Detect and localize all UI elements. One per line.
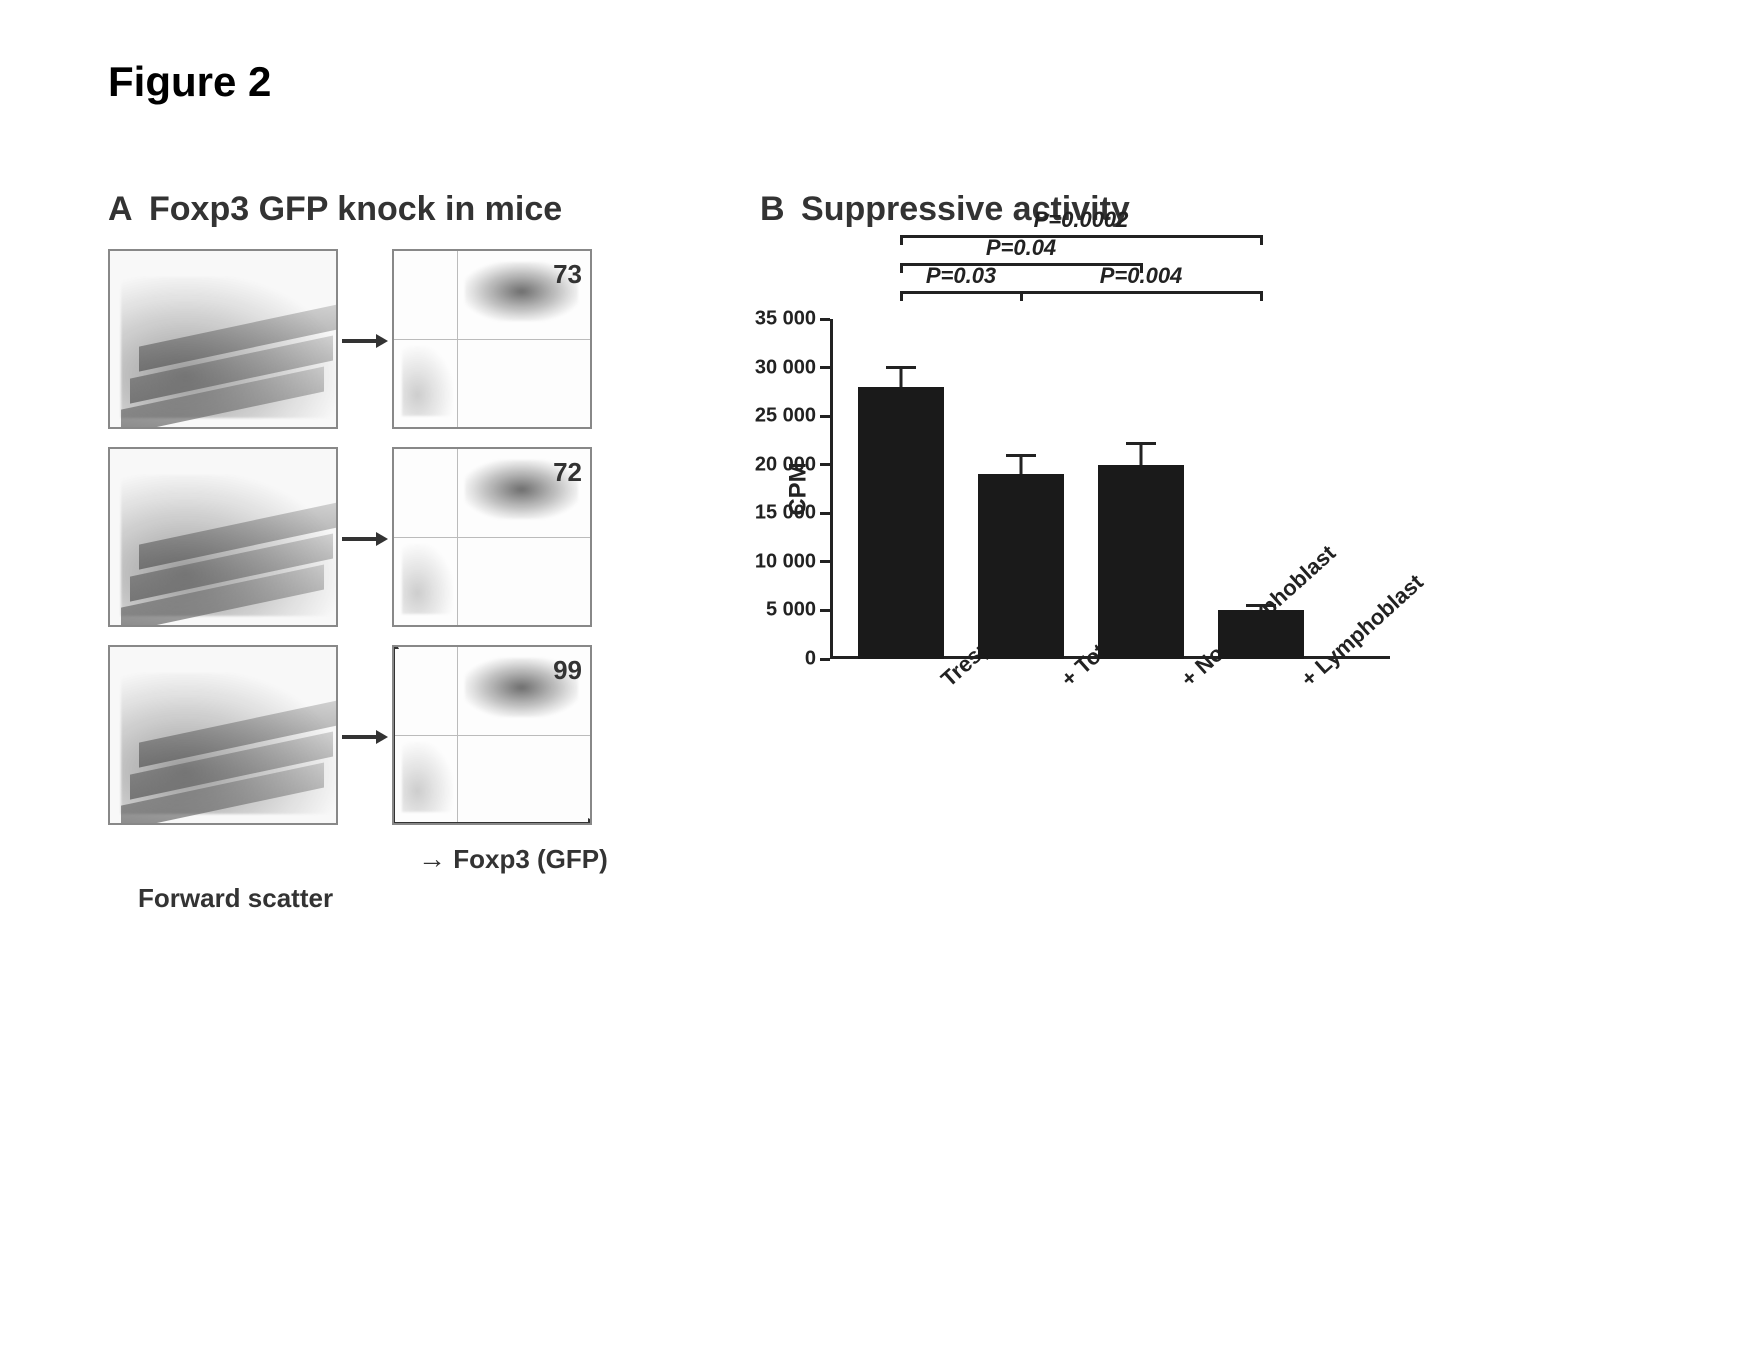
foxp3-axis-label: → Foxp3 (GFP) (418, 843, 978, 875)
significance-tick (1020, 291, 1023, 301)
bar-chart: CPM 05 00010 00015 00020 00025 00030 000… (830, 319, 1390, 659)
foxp3-quadrant-plot: 72 (392, 447, 592, 627)
scatter-row: 99 (108, 645, 668, 825)
ytick-label: 10 000 (755, 550, 816, 573)
panel-b-label: B (760, 190, 785, 228)
fsc-scatter-plot (108, 447, 338, 627)
significance-tick (900, 263, 903, 273)
significance-tick (1260, 291, 1263, 301)
ytick (820, 463, 830, 466)
bar (858, 387, 944, 659)
quadrant-percentage: 99 (553, 655, 582, 686)
arrow-right-icon (338, 719, 392, 751)
ytick (820, 366, 830, 369)
significance-label: P=0.004 (1100, 263, 1183, 289)
ytick-label: 30 000 (755, 356, 816, 379)
ytick (820, 658, 830, 661)
bar (1218, 610, 1304, 659)
forward-scatter-label: Forward scatter (138, 883, 668, 914)
significance-label: P=0.03 (926, 263, 996, 289)
panel-a-heading: A Foxp3 GFP knock in mice (108, 190, 668, 229)
panel-a: A Foxp3 GFP knock in mice 73CD257299→ Fo… (108, 190, 668, 914)
error-cap (1126, 442, 1156, 445)
scatter-rows-container: 73CD257299→ Foxp3 (GFP) (108, 249, 668, 875)
ytick (820, 560, 830, 563)
significance-label: P=0.04 (986, 235, 1056, 261)
panel-b: B Suppressive activity CPM 05 00010 0001… (760, 190, 1400, 659)
figure-title: Figure 2 (108, 58, 271, 106)
error-bar (1140, 443, 1143, 464)
chart-yaxis (830, 319, 833, 659)
ytick-label: 35 000 (755, 308, 816, 331)
bar (978, 474, 1064, 659)
scatter-row: 73CD25 (108, 249, 668, 429)
fsc-scatter-plot (108, 249, 338, 429)
error-bar (900, 368, 903, 387)
ytick (820, 512, 830, 515)
significance-line (901, 235, 1261, 238)
ytick-label: 5 000 (766, 599, 816, 622)
significance-line (1021, 291, 1261, 294)
ytick-label: 25 000 (755, 405, 816, 428)
error-cap (1246, 604, 1276, 607)
significance-line (901, 291, 1021, 294)
significance-tick (900, 235, 903, 245)
arrow-right-icon (338, 323, 392, 355)
error-cap (886, 366, 916, 369)
ytick-label: 15 000 (755, 502, 816, 525)
panel-a-label: A (108, 190, 133, 228)
ytick (820, 318, 830, 321)
arrow-right-icon (338, 521, 392, 553)
significance-tick (900, 291, 903, 301)
quadrant-percentage: 73 (553, 259, 582, 290)
scatter-row: 72 (108, 447, 668, 627)
error-cap (1006, 454, 1036, 457)
ytick (820, 609, 830, 612)
panel-a-title-text: Foxp3 GFP knock in mice (149, 190, 562, 228)
quadrant-percentage: 72 (553, 457, 582, 488)
significance-label: P=0.0002 (1034, 207, 1129, 233)
foxp3-quadrant-plot: 73CD25 (392, 249, 592, 429)
ytick (820, 415, 830, 418)
error-bar (1020, 455, 1023, 474)
fsc-scatter-plot (108, 645, 338, 825)
foxp3-quadrant-plot: 99 (392, 645, 592, 825)
bar (1098, 465, 1184, 659)
significance-tick (1260, 235, 1263, 245)
ytick-label: 0 (805, 648, 816, 671)
xtick-label: + Lymphoblast (1296, 569, 1429, 692)
ytick-label: 20 000 (755, 453, 816, 476)
